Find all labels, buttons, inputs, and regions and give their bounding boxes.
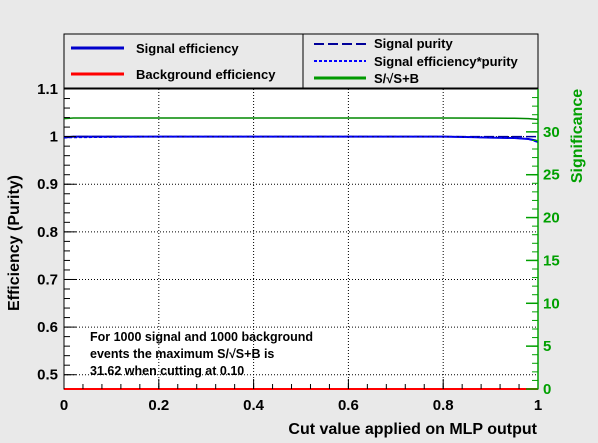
x-tick-label: 0.8 <box>433 397 454 414</box>
legend-label-background-efficiency: Background efficiency <box>136 67 276 82</box>
series-group <box>63 117 539 390</box>
x-tick-label: 0 <box>60 397 68 414</box>
y-tick-label: 0.7 <box>37 271 58 288</box>
legend: Signal efficiency Background efficiency … <box>63 33 539 89</box>
legend-label-signal-purity: Signal purity <box>374 36 454 51</box>
annotation: For 1000 signal and 1000 background even… <box>90 330 313 378</box>
annotation-line-3: 31.62 when cutting at 0.10 <box>90 364 244 378</box>
x-tick-label: 0.4 <box>243 397 265 414</box>
series-line-3 <box>63 135 539 144</box>
y-tick-label: 0.5 <box>37 367 58 384</box>
x-tick-label: 0.2 <box>148 397 169 414</box>
legend-box <box>63 33 539 89</box>
significance-tick-label: 20 <box>543 210 560 227</box>
x-tick-label: 0.6 <box>338 397 359 414</box>
significance-tick-label: 25 <box>543 167 560 184</box>
significance-tick-label: 0 <box>543 381 551 398</box>
annotation-line-2: events the maximum S/√S+B is <box>90 347 274 361</box>
significance-tick-label: 15 <box>543 252 560 269</box>
y-tick-label: 1.1 <box>37 81 58 98</box>
x-tick-label: 1 <box>534 397 542 414</box>
legend-label-signal-efficiency-purity: Signal efficiency*purity <box>374 54 519 69</box>
significance-tick-label: 10 <box>543 295 560 312</box>
significance-tick-label: 5 <box>543 338 551 355</box>
plot-area <box>63 88 539 390</box>
legend-label-significance: S/√S+B <box>374 71 419 86</box>
y-tick-label: 1 <box>50 129 58 146</box>
significance-tick-label: 30 <box>543 124 560 141</box>
annotation-line-1: For 1000 signal and 1000 background <box>90 330 313 344</box>
significance-axis-ticks: 0 5 10 15 20 25 30 <box>526 97 560 398</box>
y-tick-label: 0.6 <box>37 319 58 336</box>
series-line-4 <box>63 117 539 121</box>
y-axis-title: Efficiency (Purity) <box>6 175 23 311</box>
significance-axis-title: Significance <box>569 89 586 183</box>
legend-label-signal-efficiency: Signal efficiency <box>136 41 239 56</box>
x-axis-title: Cut value applied on MLP output <box>288 421 537 438</box>
y-tick-label: 0.9 <box>37 176 58 193</box>
y-tick-label: 0.8 <box>37 224 58 241</box>
